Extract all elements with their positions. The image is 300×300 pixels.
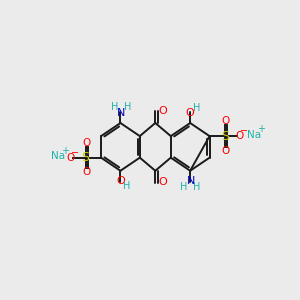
Text: H: H (123, 181, 130, 191)
Text: O: O (158, 106, 167, 116)
Text: O: O (186, 108, 195, 118)
Text: H: H (180, 182, 188, 192)
Text: Na: Na (248, 130, 262, 140)
Text: N: N (117, 108, 125, 118)
Text: O: O (67, 153, 75, 163)
Text: O: O (82, 167, 91, 177)
Text: +: + (61, 146, 69, 156)
Text: O: O (236, 131, 244, 141)
Text: H: H (193, 103, 200, 112)
Text: O: O (222, 146, 230, 156)
Text: O: O (222, 116, 230, 127)
Text: N: N (187, 176, 195, 186)
Text: O: O (158, 177, 167, 187)
Text: S: S (221, 130, 229, 142)
Text: H: H (194, 182, 201, 192)
Text: Na: Na (51, 151, 65, 161)
Text: H: H (110, 102, 118, 112)
Text: O: O (116, 176, 125, 186)
Text: O: O (82, 138, 91, 148)
Text: +: + (257, 124, 265, 134)
Text: H: H (124, 102, 131, 112)
Text: −: − (240, 127, 248, 136)
Text: −: − (71, 148, 80, 158)
Text: S: S (82, 151, 90, 164)
